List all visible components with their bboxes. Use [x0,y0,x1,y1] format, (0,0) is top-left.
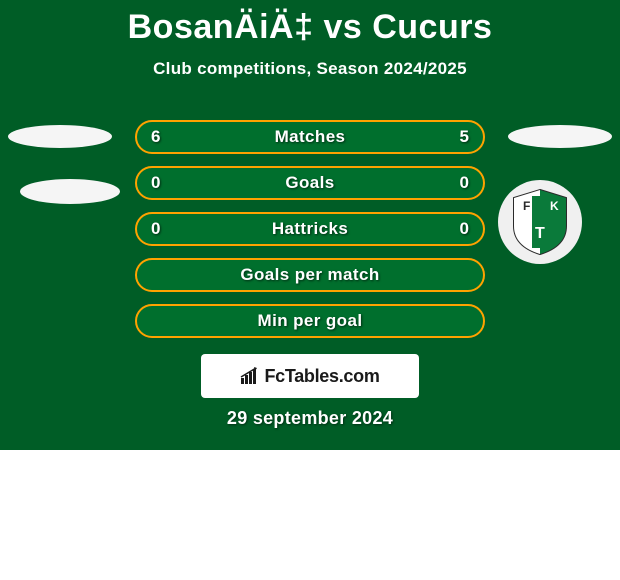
fctables-label: FcTables.com [264,366,379,387]
shield-icon: F K T [510,188,570,256]
stat-label: Hattricks [137,219,483,239]
stat-row: Goals per match [135,258,485,292]
svg-text:F: F [523,199,530,213]
stat-row: 0Goals0 [135,166,485,200]
comparison-date: 29 september 2024 [0,408,620,429]
player-left-marker-1 [8,125,112,148]
stat-row: Min per goal [135,304,485,338]
stat-row: 0Hattricks0 [135,212,485,246]
player-right-club-badge: F K T [498,180,582,264]
svg-text:K: K [550,199,559,213]
stat-label: Matches [137,127,483,147]
stat-label: Min per goal [137,311,483,331]
chart-bars-icon [240,367,260,385]
player-left-marker-2 [20,179,120,204]
player-right-marker-1 [508,125,612,148]
stat-row: 6Matches5 [135,120,485,154]
fctables-watermark[interactable]: FcTables.com [201,354,419,398]
page-subtitle: Club competitions, Season 2024/2025 [0,59,620,79]
comparison-card: BosanÄiÄ‡ vs Cucurs Club competitions, S… [0,0,620,450]
stat-label: Goals per match [137,265,483,285]
stats-table: 6Matches5 0Goals0 0Hattricks0 Goals per mat… [135,120,485,350]
svg-text:T: T [535,225,545,242]
page-title: BosanÄiÄ‡ vs Cucurs [0,0,620,47]
stat-label: Goals [137,173,483,193]
